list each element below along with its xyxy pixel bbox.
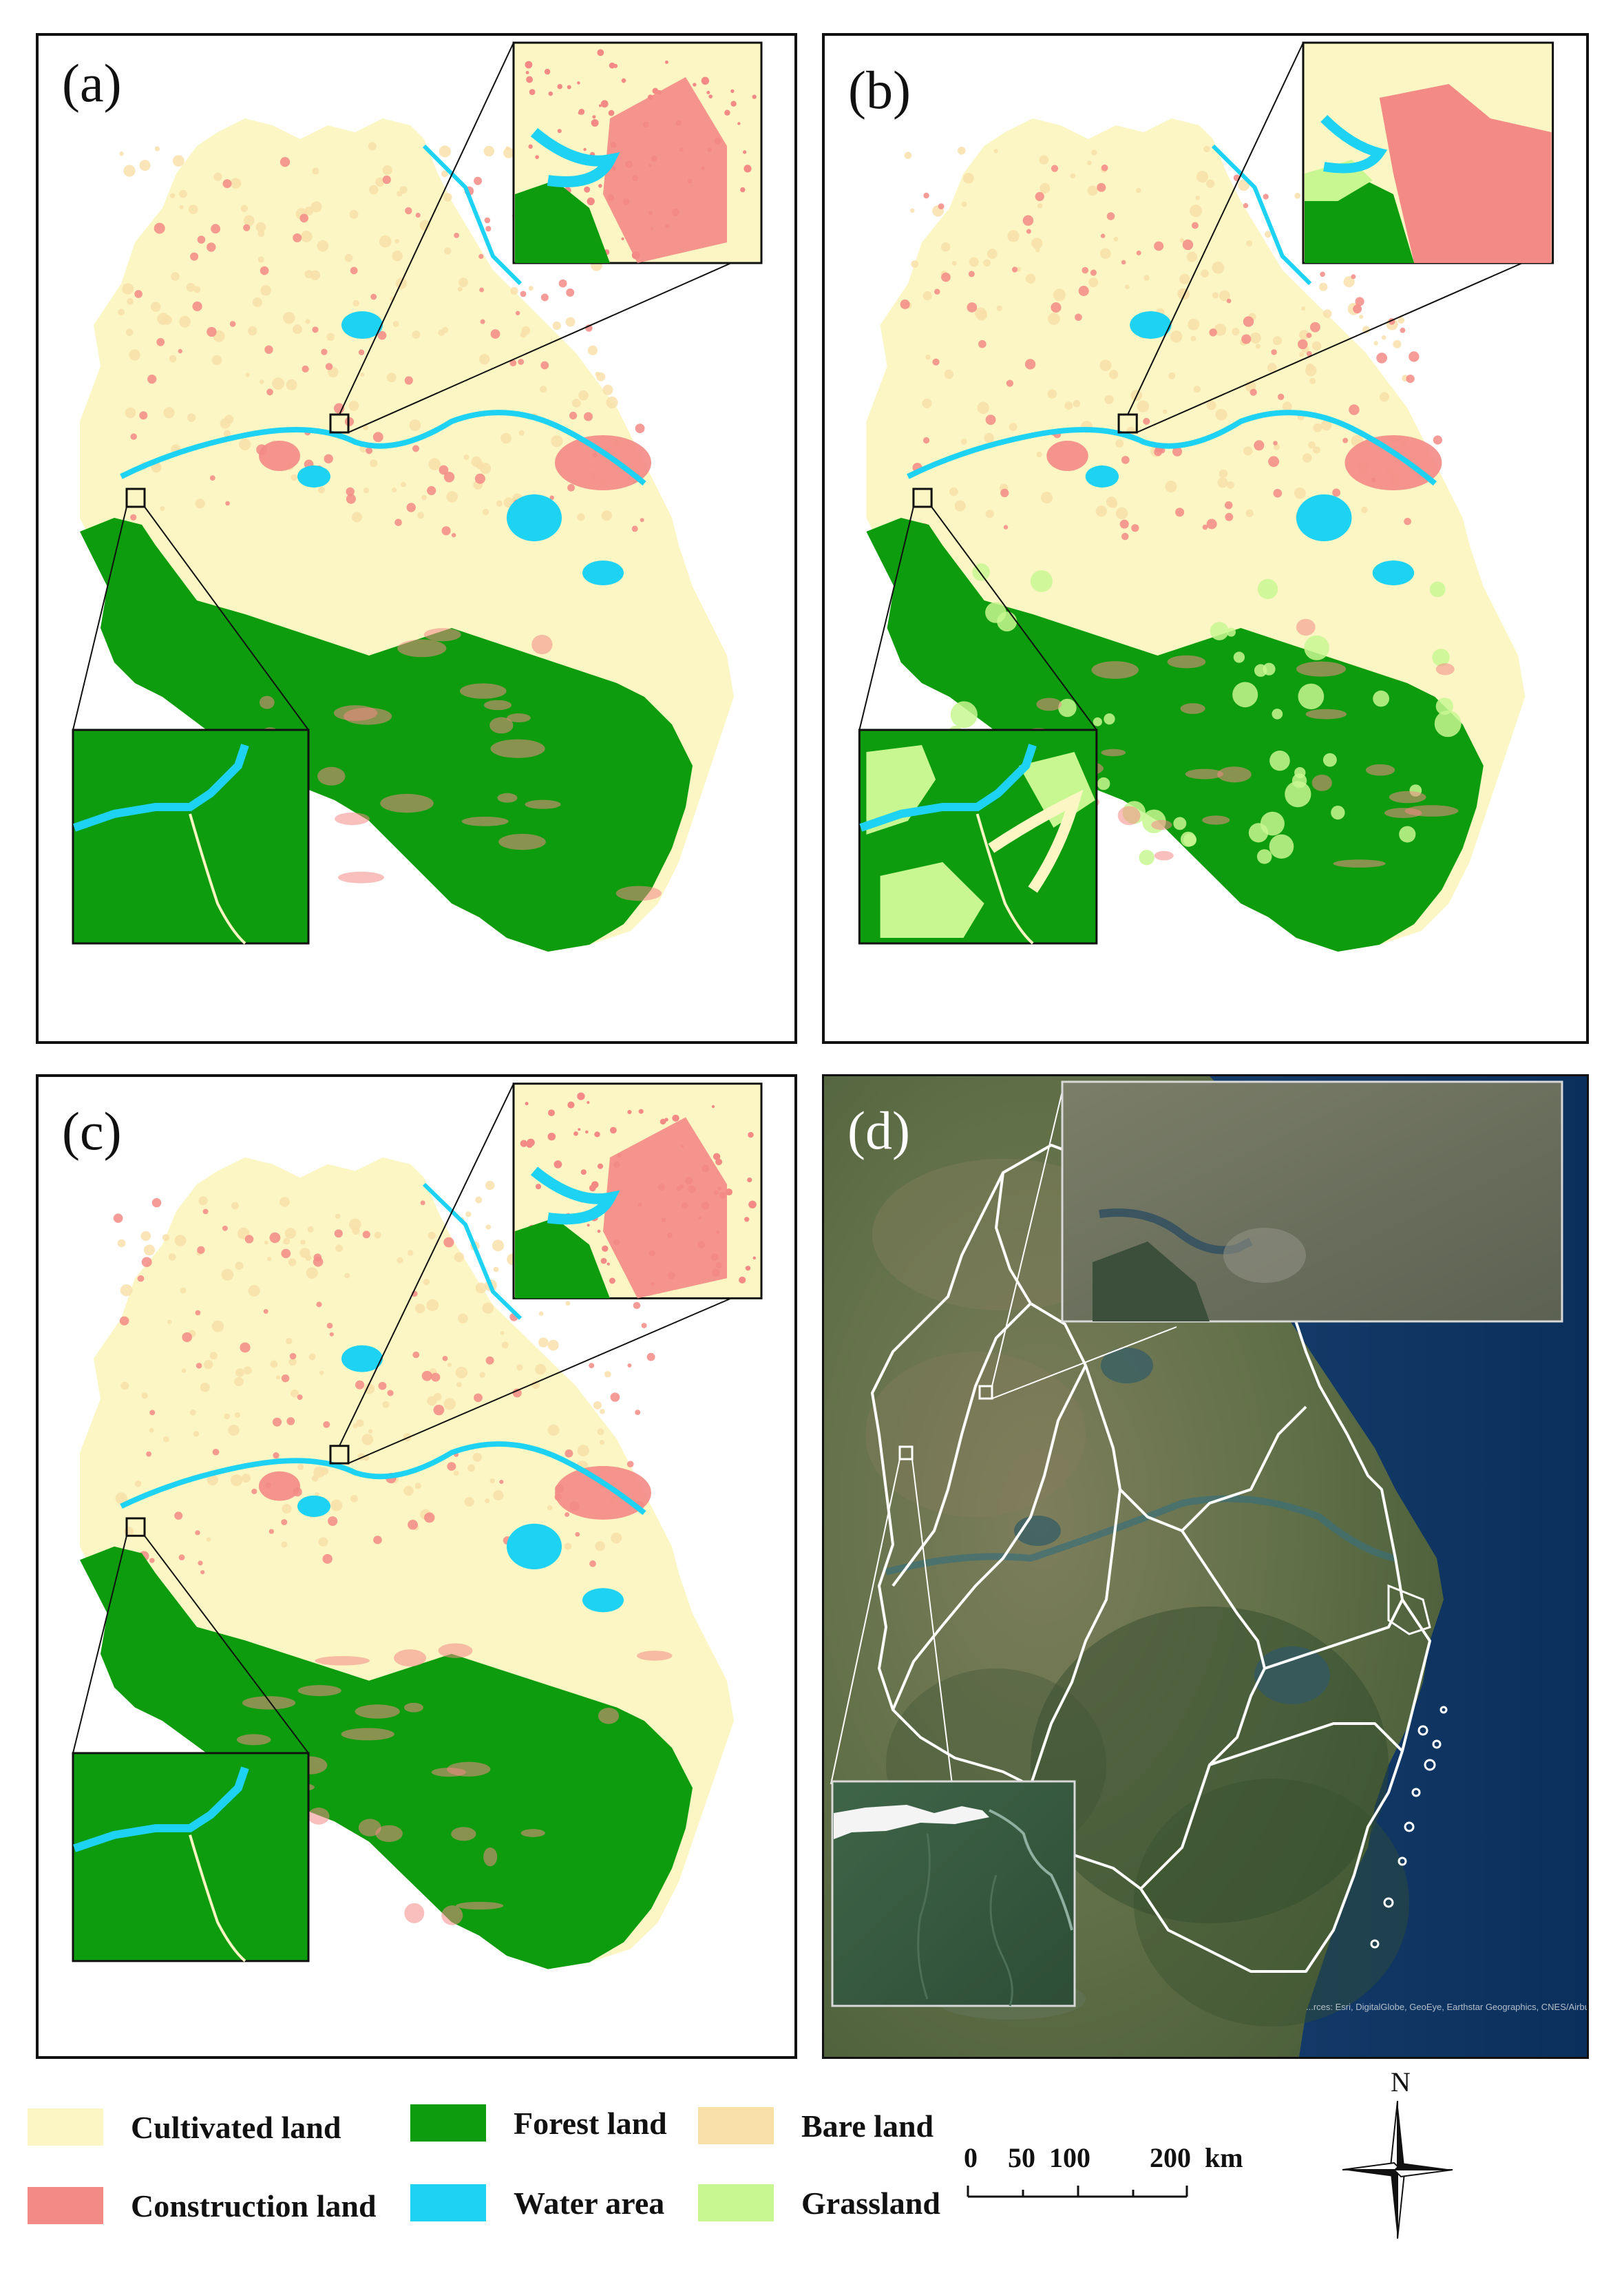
- swatch-construction: [28, 2187, 103, 2224]
- panel-label-a: (a): [62, 53, 122, 113]
- land-use-map-b: [858, 41, 1554, 952]
- inset-map-west: [72, 1752, 310, 1962]
- scale-bar: 0 50 100 200 km: [964, 2142, 1253, 2245]
- map-panel-a: (a): [36, 33, 797, 1044]
- map-panel-c: (c): [36, 1074, 797, 2059]
- island-outlines: [1370, 1584, 1448, 1949]
- swatch-cultivated: [28, 2108, 103, 2146]
- north-arrow: N: [1336, 2066, 1459, 2239]
- inset-map-north: [512, 41, 763, 264]
- lake-taihu: [1254, 1646, 1330, 1704]
- legend: Cultivated land Forest land Bare land Co…: [28, 2066, 1597, 2265]
- swatch-bare: [698, 2107, 774, 2144]
- land-use-map-a: [72, 41, 763, 952]
- legend-item-cultivated: Cultivated land: [28, 2108, 341, 2146]
- north-label: N: [1391, 2066, 1411, 2097]
- locator-box-north: [978, 1385, 993, 1400]
- satellite-inset-north-detail: [1093, 1208, 1306, 1321]
- inset-map-north: [1302, 41, 1554, 264]
- panel-label-c: (c): [62, 1101, 122, 1161]
- locator-box-west: [125, 1517, 146, 1537]
- legend-item-grassland: Grassland: [698, 2184, 940, 2221]
- scale-tick-50: 50: [1008, 2142, 1035, 2173]
- land-use-map-c: [72, 1082, 763, 1969]
- inset-map-west: [72, 729, 310, 945]
- locator-box-north: [1117, 413, 1138, 434]
- legend-label-construction: Construction land: [131, 2188, 377, 2223]
- scale-tick-200: 200: [1150, 2142, 1191, 2173]
- panel-label-b: (b): [848, 60, 911, 120]
- swatch-forest: [410, 2104, 486, 2142]
- locator-box-west: [912, 488, 933, 508]
- scale-tick-0: 0: [964, 2142, 978, 2173]
- swatch-water: [410, 2184, 486, 2221]
- legend-item-construction: Construction land: [28, 2187, 377, 2224]
- legend-label-forest: Forest land: [514, 2105, 667, 2141]
- legend-label-bare: Bare land: [801, 2108, 934, 2144]
- compass-rose-icon: [1342, 2100, 1453, 2239]
- map-panel-b: (b): [822, 33, 1589, 1044]
- satellite-map: ...rces: Esri, DigitalGlobe, GeoEye, Ear…: [824, 1076, 1587, 2057]
- swatch-grassland: [698, 2184, 774, 2221]
- legend-label-water: Water area: [514, 2185, 665, 2221]
- attribution-text: ...rces: Esri, DigitalGlobe, GeoEye, Ear…: [1306, 2002, 1587, 2012]
- inset-map-west: [858, 729, 1098, 945]
- legend-label-cultivated: Cultivated land: [131, 2109, 341, 2145]
- legend-item-forest: Forest land: [410, 2104, 667, 2142]
- inset-map-north: [512, 1082, 763, 1299]
- locator-box-west: [898, 1445, 914, 1461]
- legend-label-grassland: Grassland: [801, 2185, 940, 2221]
- legend-item-bare: Bare land: [698, 2107, 934, 2144]
- panel-label-d: (d): [847, 1100, 910, 1160]
- scale-tick-100: 100: [1049, 2142, 1090, 2173]
- map-panel-d: (d): [822, 1074, 1589, 2059]
- scale-unit: km: [1205, 2142, 1243, 2173]
- satellite-inset-west-detail: [834, 1805, 1073, 2007]
- scale-bar-line: [967, 2186, 1188, 2198]
- yangtze-river: [885, 1495, 1397, 1576]
- legend-item-water: Water area: [410, 2184, 664, 2221]
- locator-box-west: [125, 488, 146, 508]
